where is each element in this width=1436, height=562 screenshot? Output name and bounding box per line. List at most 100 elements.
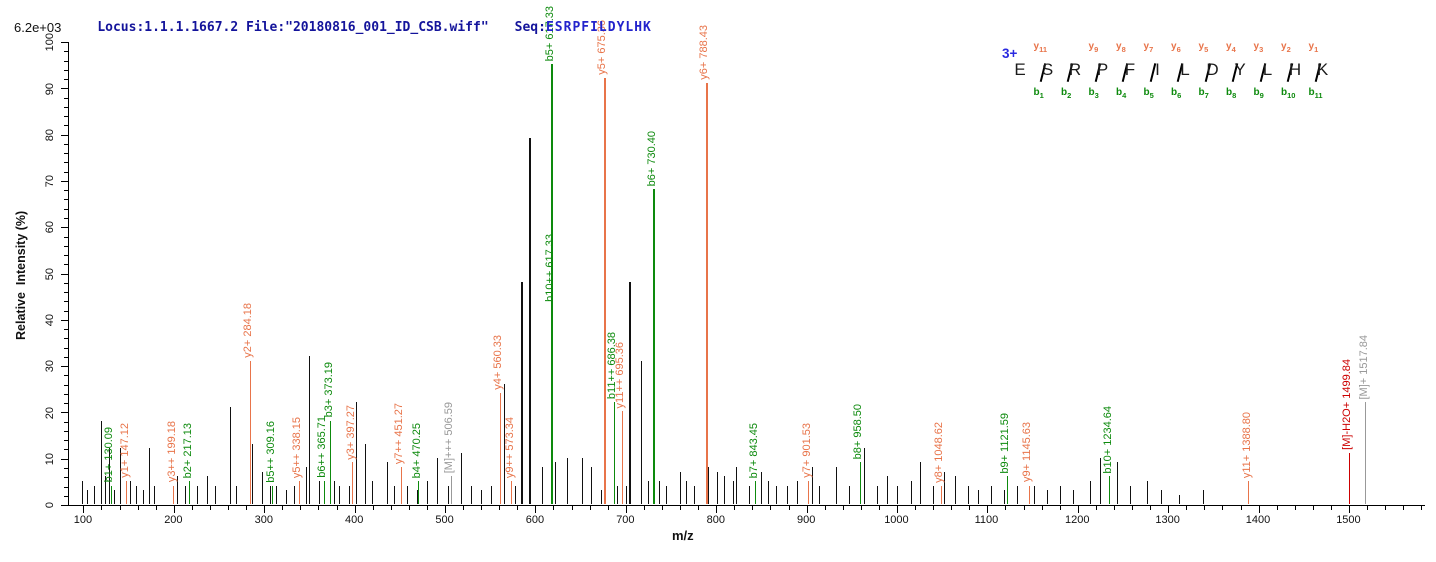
x-minor-tick bbox=[951, 506, 953, 510]
x-minor-tick bbox=[390, 506, 392, 510]
spectrum-peak bbox=[371, 480, 373, 504]
spectrum-peak bbox=[1202, 490, 1204, 504]
x-minor-tick bbox=[246, 506, 248, 510]
ion-peak-label: b2+ 217.13 bbox=[181, 422, 194, 478]
ion-peak bbox=[110, 485, 112, 504]
spectrum-peak bbox=[520, 281, 523, 504]
ion-peak bbox=[705, 82, 708, 504]
spectrum-peak bbox=[387, 462, 389, 504]
y-minor-tick bbox=[64, 217, 68, 219]
x-minor-tick bbox=[155, 506, 157, 510]
spectrum-peak bbox=[991, 485, 992, 504]
spectrum-peak bbox=[601, 490, 603, 504]
x-minor-tick bbox=[1095, 506, 1097, 510]
x-tick-label: 100 bbox=[73, 514, 93, 526]
ion-peak bbox=[189, 480, 191, 504]
spectrum-peak bbox=[184, 485, 186, 504]
residue-letter: I bbox=[1155, 60, 1160, 79]
spectrum-peak bbox=[767, 480, 769, 504]
y-ion-label: y6 bbox=[1171, 41, 1181, 54]
x-tick-label: 700 bbox=[616, 514, 635, 526]
y-axis-line bbox=[68, 42, 69, 506]
y-minor-tick bbox=[64, 51, 68, 53]
x-minor-tick bbox=[1005, 506, 1007, 510]
spectrum-peak bbox=[1017, 485, 1019, 504]
ion-peak bbox=[653, 189, 656, 504]
spectrum-peak bbox=[748, 485, 750, 504]
spectrum-peak bbox=[933, 485, 935, 504]
x-major-tick bbox=[987, 506, 989, 513]
x-minor-tick bbox=[1421, 506, 1423, 510]
spectrum-peak bbox=[819, 485, 821, 504]
x-minor-tick bbox=[1312, 506, 1314, 510]
ion-peak bbox=[940, 485, 942, 504]
x-minor-tick bbox=[481, 506, 483, 510]
y-tick-label: 50 bbox=[44, 267, 56, 280]
x-minor-tick bbox=[1041, 506, 1043, 510]
spectrum-peak bbox=[177, 476, 179, 504]
y-minor-tick bbox=[64, 255, 68, 256]
y-minor-tick bbox=[64, 421, 68, 423]
spectrum-peak bbox=[394, 485, 396, 504]
spectrum-peak bbox=[108, 448, 110, 504]
y-minor-tick bbox=[64, 125, 68, 127]
y-ion-label: y8 bbox=[1116, 41, 1126, 54]
spectrum-peak bbox=[309, 355, 311, 504]
ion-peak-label: b4+ 470.25 bbox=[410, 422, 423, 478]
spectrum-peak bbox=[269, 485, 271, 504]
b-ion-label: b1 bbox=[1033, 87, 1044, 100]
ion-peak bbox=[808, 480, 809, 504]
y-ion-label: y1 bbox=[1308, 41, 1319, 54]
spectrum-peak bbox=[229, 406, 231, 504]
spectrum-peak bbox=[786, 485, 788, 504]
x-major-tick bbox=[897, 506, 898, 513]
spectrum-peak bbox=[285, 490, 287, 504]
ion-peak-label: y7++ 451.27 bbox=[393, 402, 406, 464]
ion-peak-label: b6+ 730.40 bbox=[645, 130, 658, 187]
spectrum-peak bbox=[514, 485, 516, 504]
spectrum-peak bbox=[120, 448, 122, 504]
residue-letter: D bbox=[1206, 60, 1219, 79]
x-minor-tick bbox=[517, 506, 519, 510]
residue-letter: R bbox=[1068, 60, 1082, 79]
spectrum-peak bbox=[659, 480, 661, 504]
y-minor-tick bbox=[64, 449, 68, 451]
spectrum-peak bbox=[252, 443, 254, 504]
residue-letter: K bbox=[1316, 60, 1329, 79]
x-minor-tick bbox=[499, 506, 501, 510]
x-minor-tick bbox=[1204, 506, 1206, 510]
spectrum-peak bbox=[967, 485, 969, 504]
residue-letter: L bbox=[1262, 60, 1273, 79]
y-minor-tick bbox=[64, 301, 68, 303]
x-minor-tick bbox=[191, 506, 193, 510]
y-major-tick bbox=[61, 505, 68, 506]
b-ion-label: b7 bbox=[1198, 87, 1209, 100]
spectrum-peak bbox=[503, 383, 505, 504]
x-minor-tick bbox=[788, 506, 790, 510]
x-tick-label: 1500 bbox=[1336, 514, 1361, 526]
x-minor-tick bbox=[1132, 506, 1133, 510]
x-minor-tick bbox=[1276, 506, 1278, 510]
y-tick-label: 10 bbox=[44, 452, 56, 466]
x-tick-label: 500 bbox=[435, 514, 454, 526]
spectrum-peak bbox=[261, 471, 263, 504]
residue-letter: E bbox=[1014, 60, 1026, 79]
spectrum-peak bbox=[101, 420, 103, 504]
spectrum-peak bbox=[897, 485, 898, 504]
x-minor-tick bbox=[661, 506, 663, 510]
y-major-tick bbox=[61, 227, 68, 229]
x-minor-tick bbox=[300, 506, 302, 510]
spectrum-peak bbox=[1160, 490, 1162, 504]
ion-peak bbox=[1006, 476, 1008, 504]
x-tick-label: 400 bbox=[345, 514, 364, 526]
ion-peak bbox=[499, 392, 501, 504]
spectrum-peak bbox=[1179, 494, 1180, 504]
y-tick-label: 40 bbox=[44, 314, 56, 327]
x-minor-tick bbox=[571, 506, 573, 510]
x-minor-tick bbox=[1330, 506, 1332, 510]
y-minor-tick bbox=[64, 143, 68, 145]
residue-letter: S bbox=[1041, 60, 1054, 79]
spectrum-peak bbox=[1003, 490, 1005, 504]
y-minor-tick bbox=[64, 116, 68, 118]
